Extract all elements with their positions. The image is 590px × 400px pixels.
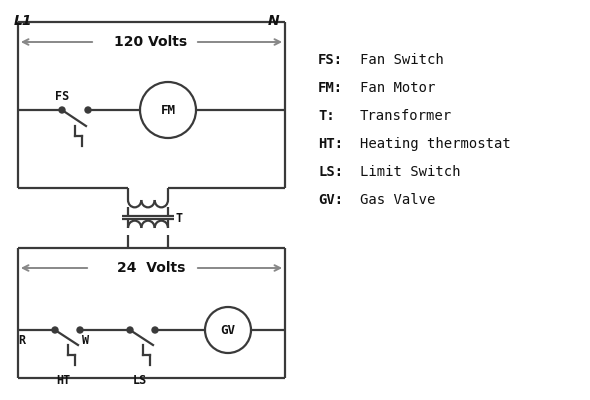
Text: LS:: LS: [318, 165, 343, 179]
Text: 120 Volts: 120 Volts [114, 35, 188, 49]
Text: HT:: HT: [318, 137, 343, 151]
Circle shape [127, 327, 133, 333]
Text: FM: FM [160, 104, 175, 116]
Text: GV:: GV: [318, 193, 343, 207]
Text: FS:: FS: [318, 53, 343, 67]
Circle shape [85, 107, 91, 113]
Circle shape [52, 327, 58, 333]
Text: L1: L1 [14, 14, 32, 28]
Text: HT: HT [56, 374, 70, 387]
Circle shape [77, 327, 83, 333]
Text: FS: FS [55, 90, 69, 103]
Text: T: T [176, 212, 183, 226]
Circle shape [59, 107, 65, 113]
Text: R: R [18, 334, 25, 347]
Text: GV: GV [221, 324, 235, 336]
Text: Transformer: Transformer [360, 109, 452, 123]
Text: W: W [82, 334, 89, 347]
Text: Fan Motor: Fan Motor [360, 81, 435, 95]
Text: FM:: FM: [318, 81, 343, 95]
Text: LS: LS [133, 374, 147, 387]
Text: Gas Valve: Gas Valve [360, 193, 435, 207]
Text: Heating thermostat: Heating thermostat [360, 137, 511, 151]
Circle shape [152, 327, 158, 333]
Text: N: N [267, 14, 279, 28]
Text: 24  Volts: 24 Volts [117, 261, 185, 275]
Text: T:: T: [318, 109, 335, 123]
Text: Limit Switch: Limit Switch [360, 165, 461, 179]
Text: Fan Switch: Fan Switch [360, 53, 444, 67]
